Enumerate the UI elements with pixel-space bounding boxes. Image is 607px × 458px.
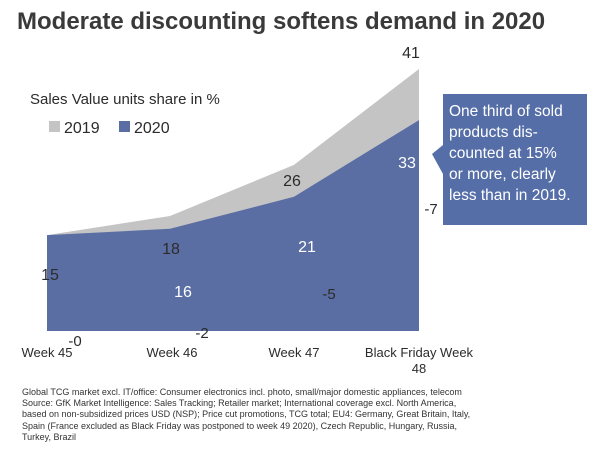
- value-label-2020: 16: [174, 284, 192, 301]
- x-tick-label: Week 45: [21, 345, 72, 360]
- legend-swatch-2020: [119, 121, 130, 132]
- callout-text: One third of sold products dis- counted …: [449, 103, 571, 204]
- callout-box: [432, 94, 587, 225]
- chart-subtitle: Sales Value units share in %: [30, 91, 220, 108]
- x-tick-label: Week 46: [146, 345, 197, 360]
- value-label-2020: 21: [298, 239, 316, 256]
- legend-label-2020: 2020: [134, 120, 170, 137]
- legend-label-2019: 2019: [64, 120, 100, 137]
- difference-label: -0: [68, 333, 81, 350]
- difference-label: -7: [424, 201, 437, 218]
- value-label-2019: 18: [162, 241, 180, 258]
- value-label-2019: 26: [283, 173, 301, 190]
- area-2020: [47, 120, 419, 331]
- x-tick-label: Week 47: [268, 345, 319, 360]
- chart-title: Moderate discounting softens demand in 2…: [17, 8, 546, 35]
- value-label-2019: 41: [402, 45, 420, 62]
- footnote: Global TCG market excl. IT/office: Consu…: [22, 387, 471, 442]
- value-label-2019: 15: [41, 267, 59, 284]
- legend-swatch-2019: [49, 121, 60, 132]
- x-tick-label: Black Friday Week 48: [365, 345, 474, 376]
- value-label-2020: 33: [398, 155, 416, 172]
- difference-label: -2: [195, 325, 208, 342]
- difference-label: -5: [322, 286, 335, 303]
